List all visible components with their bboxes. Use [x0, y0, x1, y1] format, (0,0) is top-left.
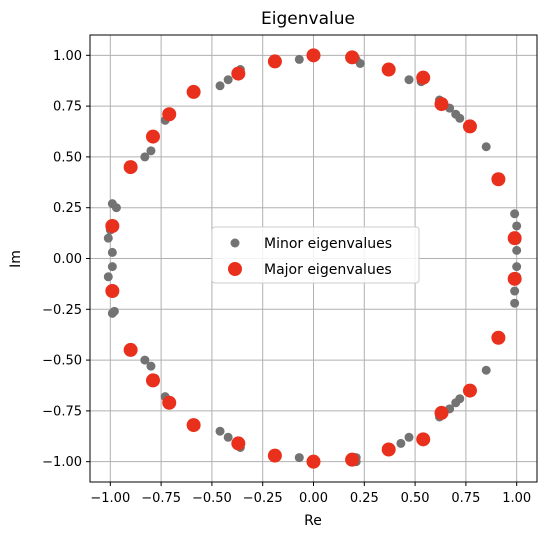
major-eigenvalue-point	[186, 418, 201, 433]
y-tick-label: 0.00	[53, 252, 82, 267]
x-tick-label: 0.75	[451, 491, 480, 506]
y-tick-label: 0.75	[53, 100, 82, 115]
legend-label-minor: Minor eigenvalues	[264, 236, 392, 252]
minor-eigenvalue-point	[223, 75, 233, 85]
x-axis-title: Re	[304, 513, 322, 529]
major-eigenvalue-point	[416, 70, 431, 85]
major-eigenvalue-point	[345, 50, 360, 65]
major-eigenvalue-point	[462, 383, 477, 398]
minor-eigenvalue-point	[355, 58, 365, 68]
major-eigenvalue-point	[162, 395, 177, 410]
minor-eigenvalue-point	[146, 146, 156, 156]
y-axis: −1.00 −0.75 −0.50 −0.25 0.00 0.25 0.50 0.75 1.00	[42, 49, 90, 470]
x-tick-label: −0.50	[192, 491, 232, 506]
major-eigenvalue-point	[381, 442, 396, 457]
major-eigenvalue-point	[267, 54, 282, 69]
minor-eigenvalue-point	[103, 233, 113, 243]
major-eigenvalue-point	[123, 160, 138, 175]
y-tick-label: −0.25	[42, 303, 82, 318]
minor-eigenvalue-point	[294, 453, 304, 463]
major-eigenvalue-point	[434, 97, 449, 112]
legend-box	[211, 226, 420, 284]
major-eigenvalue-point	[186, 84, 201, 99]
minor-eigenvalue-point	[512, 221, 522, 231]
minor-eigenvalue-point	[512, 245, 522, 255]
y-axis-title: Im	[8, 250, 24, 268]
minor-eigenvalue-point	[103, 272, 113, 282]
x-tick-label: 1.00	[502, 491, 531, 506]
chart-title: Eigenvalue	[261, 9, 355, 29]
minor-eigenvalue-point	[146, 361, 156, 371]
minor-eigenvalue-point	[223, 432, 233, 442]
major-eigenvalue-point	[345, 452, 360, 467]
major-eigenvalue-point	[416, 432, 431, 447]
legend-label-major: Major eigenvalues	[264, 262, 392, 278]
minor-eigenvalue-point	[140, 152, 150, 162]
major-eigenvalue-point	[145, 373, 160, 388]
major-eigenvalue-point	[491, 330, 506, 345]
minor-eigenvalue-point	[140, 355, 150, 365]
minor-eigenvalue-point	[510, 286, 520, 296]
major-eigenvalue-point	[381, 62, 396, 77]
minor-eigenvalue-point	[396, 438, 406, 448]
minor-eigenvalue-point	[215, 426, 225, 436]
minor-eigenvalue-point	[107, 308, 117, 318]
minor-eigenvalue-point	[404, 432, 414, 442]
minor-eigenvalue-point	[451, 398, 461, 408]
y-tick-label: 0.50	[53, 150, 82, 165]
x-tick-label: 0.00	[299, 491, 328, 506]
x-tick-label: 0.25	[350, 491, 379, 506]
legend: Minor eigenvalues Major eigenvalues	[211, 226, 420, 284]
major-eigenvalue-point	[231, 66, 246, 81]
major-eigenvalue-point	[105, 218, 120, 233]
minor-eigenvalue-point	[455, 113, 465, 123]
y-tick-label: −1.00	[42, 455, 82, 470]
major-eigenvalue-point	[462, 119, 477, 134]
major-eigenvalue-point	[162, 107, 177, 122]
x-axis: −1.00 −0.75 −0.50 −0.25 0.00 0.25 0.50 0.75 1.00	[90, 482, 531, 506]
y-tick-label: 1.00	[53, 49, 82, 64]
y-tick-label: −0.75	[42, 404, 82, 419]
major-eigenvalue-point	[123, 342, 138, 357]
x-tick-label: 0.50	[401, 491, 430, 506]
minor-eigenvalue-point	[510, 209, 520, 219]
major-eigenvalue-point	[267, 448, 282, 463]
minor-eigenvalue-point	[510, 298, 520, 308]
major-eigenvalue-point	[306, 454, 321, 469]
data-points	[103, 48, 522, 469]
major-eigenvalue-point	[105, 284, 120, 299]
major-eigenvalue-point	[231, 436, 246, 451]
major-eigenvalue-point	[491, 172, 506, 187]
minor-eigenvalue-point	[111, 203, 121, 213]
y-tick-label: 0.25	[53, 201, 82, 216]
minor-eigenvalue-point	[481, 142, 491, 152]
major-eigenvalue-point	[145, 129, 160, 144]
major-eigenvalue-point	[306, 48, 321, 63]
minor-eigenvalue-point	[512, 262, 522, 272]
x-tick-label: −0.25	[243, 491, 283, 506]
minor-eigenvalue-point	[294, 54, 304, 64]
y-tick-label: −0.50	[42, 354, 82, 369]
minor-eigenvalue-point	[107, 262, 117, 272]
legend-marker-major	[228, 262, 242, 276]
x-tick-label: −1.00	[90, 491, 130, 506]
major-eigenvalue-point	[507, 271, 522, 286]
legend-marker-minor	[230, 238, 240, 248]
x-tick-label: −0.75	[141, 491, 181, 506]
minor-eigenvalue-point	[107, 247, 117, 257]
minor-eigenvalue-point	[404, 75, 414, 85]
major-eigenvalue-point	[507, 231, 522, 246]
major-eigenvalue-point	[434, 405, 449, 420]
minor-eigenvalue-point	[215, 81, 225, 91]
minor-eigenvalue-point	[481, 365, 491, 375]
